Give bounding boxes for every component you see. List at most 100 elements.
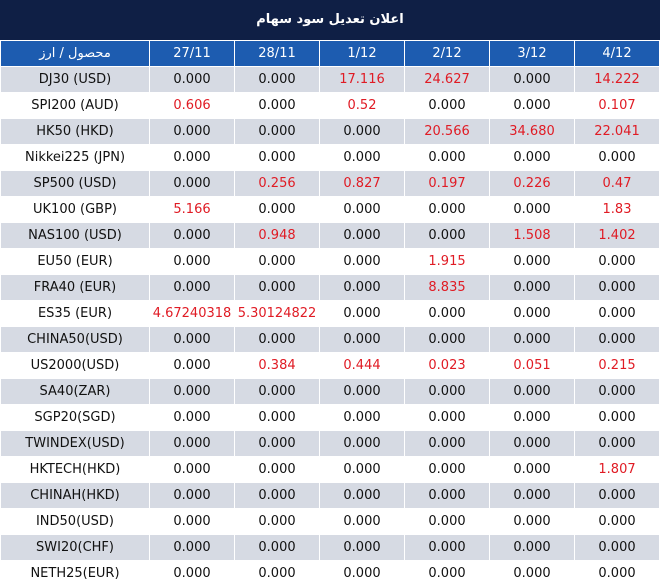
value-cell: 0.000 <box>319 456 405 483</box>
instrument-cell: SGP20(SGD) <box>0 404 150 431</box>
table-row: SPI200 (AUD) 0.606 0.000 0.52 0.000 0.000 0.10… <box>0 92 660 119</box>
value-cell: 0.000 <box>234 404 320 431</box>
table-row: NETH25(EUR) 0.000 0.000 0.000 0.000 0.000 0.00… <box>0 560 660 587</box>
table-row: Nikkei225 (JPN) 0.000 0.000 0.000 0.000 0.000… <box>0 144 660 171</box>
instrument-cell: ES35 (EUR) <box>0 300 150 327</box>
value-cell: 0.000 <box>404 326 490 353</box>
value-cell: 0.000 <box>234 508 320 535</box>
value-cell: 0.000 <box>149 430 235 457</box>
value-cell: 0.47 <box>574 170 660 197</box>
value-cell: 0.000 <box>319 326 405 353</box>
value-cell: 0.000 <box>574 300 660 327</box>
table-row: ES35 (EUR) 4.67240318 5.30124822 0.000 0.000… <box>0 300 660 327</box>
value-cell: 0.000 <box>574 482 660 509</box>
value-cell: 0.000 <box>234 534 320 561</box>
value-cell: 0.000 <box>149 404 235 431</box>
value-cell: 0.000 <box>489 274 575 301</box>
rates-table: محصول / ارز 27/11 28/11 1/12 2/12 3/12 4/12 DJ… <box>0 40 660 587</box>
header-cell: 28/11 <box>234 40 320 67</box>
value-cell: 0.000 <box>319 248 405 275</box>
value-cell: 0.000 <box>404 92 490 119</box>
table-row: NAS100 (USD) 0.000 0.948 0.000 0.000 1.508 1.4… <box>0 222 660 249</box>
table-row: SGP20(SGD) 0.000 0.000 0.000 0.000 0.000 0.000 <box>0 404 660 431</box>
value-cell: 5.30124822 <box>234 300 320 327</box>
value-cell: 0.000 <box>319 144 405 171</box>
instrument-cell: DJ30 (USD) <box>0 66 150 93</box>
value-cell: 0.000 <box>404 196 490 223</box>
value-cell: 0.000 <box>489 482 575 509</box>
value-cell: 0.000 <box>149 118 235 145</box>
value-cell: 0.000 <box>404 222 490 249</box>
value-cell: 0.000 <box>489 196 575 223</box>
value-cell: 0.000 <box>404 560 490 587</box>
value-cell: 0.000 <box>404 482 490 509</box>
value-cell: 0.000 <box>489 326 575 353</box>
value-cell: 0.000 <box>149 248 235 275</box>
table-row: UK100 (GBP) 5.166 0.000 0.000 0.000 0.000 1.83 <box>0 196 660 223</box>
value-cell: 0.000 <box>574 144 660 171</box>
value-cell: 1.915 <box>404 248 490 275</box>
value-cell: 0.000 <box>149 326 235 353</box>
value-cell: 0.000 <box>489 560 575 587</box>
table-row: EU50 (EUR) 0.000 0.000 0.000 1.915 0.000 0.000 <box>0 248 660 275</box>
value-cell: 0.000 <box>319 508 405 535</box>
value-cell: 0.000 <box>319 118 405 145</box>
value-cell: 0.606 <box>149 92 235 119</box>
value-cell: 0.000 <box>404 430 490 457</box>
value-cell: 0.000 <box>319 560 405 587</box>
value-cell: 0.000 <box>234 274 320 301</box>
value-cell: 0.000 <box>149 222 235 249</box>
value-cell: 0.000 <box>319 430 405 457</box>
table-row: SP500 (USD) 0.000 0.256 0.827 0.197 0.226 0.47 <box>0 170 660 197</box>
value-cell: 0.000 <box>574 508 660 535</box>
instrument-cell: HKTECH(HKD) <box>0 456 150 483</box>
value-cell: 0.107 <box>574 92 660 119</box>
table-row: TWINDEX(USD) 0.000 0.000 0.000 0.000 0.000 0.0… <box>0 430 660 457</box>
value-cell: 0.000 <box>319 222 405 249</box>
table-row: SWI20(CHF) 0.000 0.000 0.000 0.000 0.000 0.000 <box>0 534 660 561</box>
header-cell: 3/12 <box>489 40 575 67</box>
instrument-cell: NETH25(EUR) <box>0 560 150 587</box>
value-cell: 0.000 <box>149 352 235 379</box>
value-cell: 0.000 <box>149 66 235 93</box>
value-cell: 0.000 <box>404 300 490 327</box>
value-cell: 0.000 <box>574 560 660 587</box>
instrument-cell: IND50(USD) <box>0 508 150 535</box>
value-cell: 0.000 <box>234 66 320 93</box>
value-cell: 0.000 <box>234 482 320 509</box>
value-cell: 0.023 <box>404 352 490 379</box>
value-cell: 0.051 <box>489 352 575 379</box>
value-cell: 0.000 <box>574 248 660 275</box>
value-cell: 22.041 <box>574 118 660 145</box>
value-cell: 0.000 <box>319 274 405 301</box>
value-cell: 0.197 <box>404 170 490 197</box>
value-cell: 0.000 <box>489 248 575 275</box>
value-cell: 5.166 <box>149 196 235 223</box>
header-cell: محصول / ارز <box>0 40 150 67</box>
value-cell: 0.000 <box>149 456 235 483</box>
table-row: IND50(USD) 0.000 0.000 0.000 0.000 0.000 0.000 <box>0 508 660 535</box>
value-cell: 0.000 <box>489 300 575 327</box>
instrument-cell: SWI20(CHF) <box>0 534 150 561</box>
value-cell: 0.000 <box>149 274 235 301</box>
value-cell: 0.000 <box>404 534 490 561</box>
value-cell: 0.948 <box>234 222 320 249</box>
value-cell: 0.000 <box>489 534 575 561</box>
header-cell: 4/12 <box>574 40 660 67</box>
value-cell: 0.000 <box>404 404 490 431</box>
value-cell: 0.384 <box>234 352 320 379</box>
value-cell: 0.000 <box>574 404 660 431</box>
value-cell: 0.52 <box>319 92 405 119</box>
value-cell: 0.000 <box>489 508 575 535</box>
instrument-cell: UK100 (GBP) <box>0 196 150 223</box>
value-cell: 0.000 <box>149 560 235 587</box>
instrument-cell: TWINDEX(USD) <box>0 430 150 457</box>
value-cell: 0.000 <box>319 196 405 223</box>
value-cell: 0.000 <box>149 482 235 509</box>
table-row: FRA40 (EUR) 0.000 0.000 0.000 8.835 0.000 0.00… <box>0 274 660 301</box>
value-cell: 0.000 <box>234 560 320 587</box>
instrument-cell: Nikkei225 (JPN) <box>0 144 150 171</box>
value-cell: 20.566 <box>404 118 490 145</box>
instrument-cell: SA40(ZAR) <box>0 378 150 405</box>
